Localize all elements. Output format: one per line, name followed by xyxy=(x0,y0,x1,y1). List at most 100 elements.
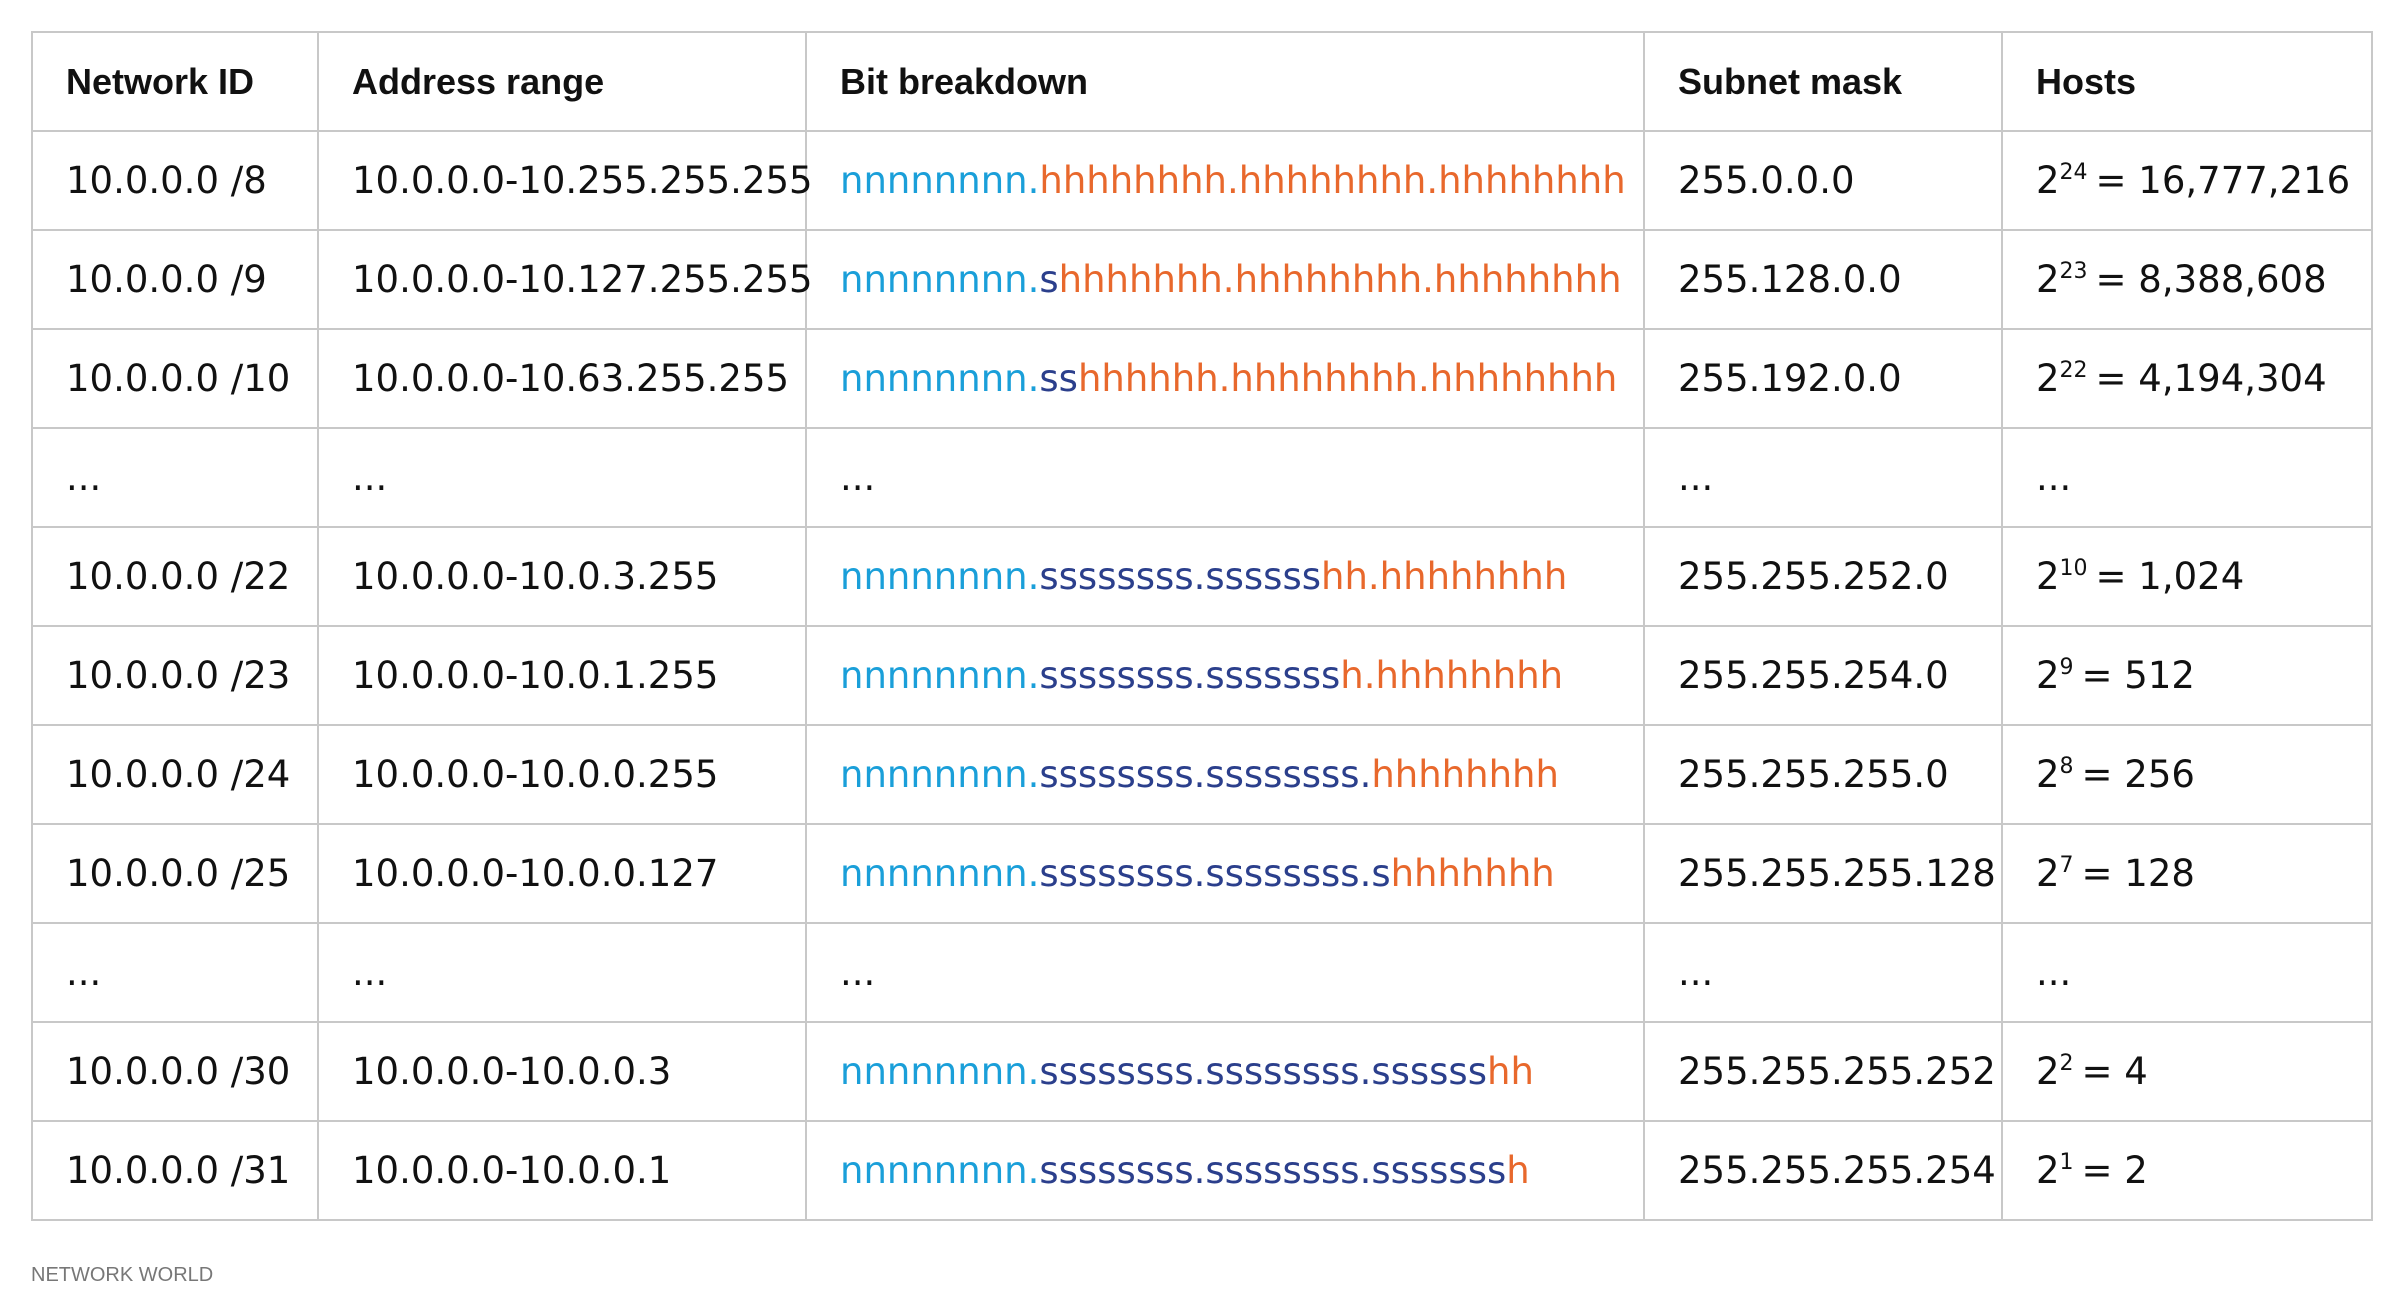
table-row: 10.0.0.0 /23 10.0.0.0-10.0.1.255 nnnnnnnn.… xyxy=(31,625,2373,726)
subnet-mask: ... xyxy=(1643,922,2003,1023)
hosts-exponent: 22 xyxy=(2059,358,2088,383)
host-bits: hhhhhh.hhhhhhhh.hhhhhhhh xyxy=(1077,357,1618,400)
network-id: 10.0.0.0 /8 xyxy=(31,130,319,231)
subnet-bits: ss xyxy=(1039,357,1078,400)
hosts-exponent: 23 xyxy=(2059,259,2088,284)
hosts-base: 2 xyxy=(2036,357,2060,400)
hosts: 21 = 2 xyxy=(2001,1120,2373,1221)
hosts: 222 = 4,194,304 xyxy=(2001,328,2373,429)
table-row: 10.0.0.0 /25 10.0.0.0-10.0.0.127 nnnnnnnn.… xyxy=(31,823,2373,924)
network-id: ... xyxy=(31,922,319,1023)
source-credit: NETWORK WORLD xyxy=(31,1264,214,1286)
hosts: 28 = 256 xyxy=(2001,724,2373,825)
hosts-base: 2 xyxy=(2036,555,2060,598)
subnet-mask: 255.0.0.0 xyxy=(1643,130,2003,231)
network-id: 10.0.0.0 /30 xyxy=(31,1021,319,1122)
address-range: 10.0.0.0-10.63.255.255 xyxy=(317,328,807,429)
hosts-exponent: 24 xyxy=(2059,160,2088,185)
network-id: 10.0.0.0 /25 xyxy=(31,823,319,924)
bit-breakdown: nnnnnnnn.hhhhhhhh.hhhhhhhh.hhhhhhhh xyxy=(805,130,1645,231)
network-bits: nnnnnnnn. xyxy=(840,357,1040,400)
hosts-exponent: 2 xyxy=(2059,1051,2074,1076)
column-header: Address range xyxy=(317,31,807,132)
network-bits: nnnnnnnn. xyxy=(840,1149,1040,1192)
network-id: 10.0.0.0 /24 xyxy=(31,724,319,825)
subnet-bits: ssssssss.ssssssss.s xyxy=(1039,852,1391,895)
network-bits: nnnnnnnn. xyxy=(840,258,1040,301)
hosts-value: = 16,777,216 xyxy=(2095,159,2351,202)
network-bits: nnnnnnnn. xyxy=(840,1050,1040,1093)
network-id: 10.0.0.0 /23 xyxy=(31,625,319,726)
host-bits: hh.hhhhhhhh xyxy=(1321,555,1568,598)
subnet-mask: 255.192.0.0 xyxy=(1643,328,2003,429)
subnet-mask: 255.255.254.0 xyxy=(1643,625,2003,726)
hosts: 22 = 4 xyxy=(2001,1021,2373,1122)
network-id: 10.0.0.0 /31 xyxy=(31,1120,319,1221)
bit-breakdown: ... xyxy=(805,922,1645,1023)
address-range: ... xyxy=(317,922,807,1023)
host-bits: h.hhhhhhhh xyxy=(1340,654,1564,697)
address-range: 10.0.0.0-10.0.1.255 xyxy=(317,625,807,726)
column-header: Bit breakdown xyxy=(805,31,1645,132)
network-id: 10.0.0.0 /22 xyxy=(31,526,319,627)
hosts-value: = 128 xyxy=(2081,852,2195,895)
hosts-value: = 512 xyxy=(2081,654,2195,697)
hosts-value: = 256 xyxy=(2081,753,2195,796)
bit-breakdown: nnnnnnnn.ssssssss.sssssshh.hhhhhhhh xyxy=(805,526,1645,627)
bit-breakdown: nnnnnnnn.ssssssss.ssssssss.sssssshh xyxy=(805,1021,1645,1122)
network-bits: nnnnnnnn. xyxy=(840,753,1040,796)
hosts: 27 = 128 xyxy=(2001,823,2373,924)
bit-breakdown: nnnnnnnn.ssssssss.ssssssss.shhhhhhh xyxy=(805,823,1645,924)
table-row: 10.0.0.0 /22 10.0.0.0-10.0.3.255 nnnnnnnn.… xyxy=(31,526,2373,627)
subnet-bits: ssssssss.ssssssss.sssssss xyxy=(1039,1149,1507,1192)
subnet-mask: 255.255.255.254 xyxy=(1643,1120,2003,1221)
hosts-value: = 2 xyxy=(2081,1149,2148,1192)
hosts-base: 2 xyxy=(2036,1050,2060,1093)
host-bits: hh xyxy=(1487,1050,1534,1093)
bit-breakdown: nnnnnnnn.ssssssss.sssssssh.hhhhhhhh xyxy=(805,625,1645,726)
table-row: 10.0.0.0 /24 10.0.0.0-10.0.0.255 nnnnnnnn.… xyxy=(31,724,2373,825)
network-id: ... xyxy=(31,427,319,528)
network-id: 10.0.0.0 /10 xyxy=(31,328,319,429)
table-row: 10.0.0.0 /9 10.0.0.0-10.127.255.255 nnnnnn… xyxy=(31,229,2373,330)
hosts-base: 2 xyxy=(2036,654,2060,697)
hosts: 210 = 1,024 xyxy=(2001,526,2373,627)
network-bits: nnnnnnnn. xyxy=(840,555,1040,598)
column-header: Network ID xyxy=(31,31,319,132)
hosts-value: = 4,194,304 xyxy=(2095,357,2327,400)
table-row: 10.0.0.0 /31 10.0.0.0-10.0.0.1 nnnnnnnn.ss… xyxy=(31,1120,2373,1221)
bit-breakdown: nnnnnnnn.ssssssss.ssssssss.hhhhhhhh xyxy=(805,724,1645,825)
hosts-base: 2 xyxy=(2036,753,2060,796)
subnet-bits: s xyxy=(1039,258,1059,301)
address-range: 10.0.0.0-10.0.3.255 xyxy=(317,526,807,627)
hosts-exponent: 7 xyxy=(2059,853,2074,878)
hosts: 223 = 8,388,608 xyxy=(2001,229,2373,330)
table-row: ............... xyxy=(31,922,2373,1023)
table-row: ............... xyxy=(31,427,2373,528)
address-range: 10.0.0.0-10.127.255.255 xyxy=(317,229,813,330)
subnet-bits: ssssssss.ssssss xyxy=(1039,555,1322,598)
column-header: Hosts xyxy=(2001,31,2373,132)
host-bits: hhhhhhhh.hhhhhhhh.hhhhhhhh xyxy=(1039,159,1626,202)
hosts-exponent: 10 xyxy=(2059,556,2088,581)
network-bits: nnnnnnnn. xyxy=(840,654,1040,697)
bit-breakdown: nnnnnnnn.shhhhhhh.hhhhhhhh.hhhhhhhh xyxy=(805,229,1645,330)
table-body: 10.0.0.0 /8 10.0.0.0-10.255.255.255 nnnnnn… xyxy=(31,130,2373,1221)
address-range: 10.0.0.0-10.0.0.255 xyxy=(317,724,807,825)
address-range: 10.0.0.0-10.0.0.3 xyxy=(317,1021,807,1122)
hosts: 29 = 512 xyxy=(2001,625,2373,726)
hosts-base: 2 xyxy=(2036,1149,2060,1192)
subnet-mask: ... xyxy=(1643,427,2003,528)
address-range: 10.0.0.0-10.255.255.255 xyxy=(317,130,813,231)
subnet-mask: 255.255.255.0 xyxy=(1643,724,2003,825)
table-row: 10.0.0.0 /10 10.0.0.0-10.63.255.255 nnnnnn… xyxy=(31,328,2373,429)
host-bits: hhhhhhh.hhhhhhhh.hhhhhhhh xyxy=(1058,258,1622,301)
network-bits: nnnnnnnn. xyxy=(840,852,1040,895)
subnet-mask: 255.255.255.252 xyxy=(1643,1021,2003,1122)
subnet-mask: 255.255.252.0 xyxy=(1643,526,2003,627)
host-bits: hhhhhhh xyxy=(1390,852,1555,895)
hosts: 224 = 16,777,216 xyxy=(2001,130,2373,231)
host-bits: hhhhhhhh xyxy=(1371,753,1559,796)
subnet-bits: ssssssss.sssssss xyxy=(1039,654,1341,697)
